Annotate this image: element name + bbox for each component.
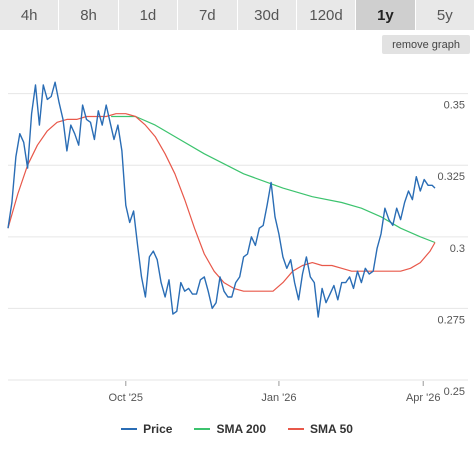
legend-swatch — [121, 428, 138, 430]
tab-5y[interactable]: 5y — [415, 0, 474, 30]
tab-8h[interactable]: 8h — [59, 0, 119, 30]
series-line-sma-200 — [111, 115, 436, 244]
remove-graph-button[interactable]: remove graph — [382, 35, 470, 54]
y-tick-label: 0.25 — [444, 386, 465, 398]
tab-30d[interactable]: 30d — [237, 0, 297, 30]
tab-4h[interactable]: 4h — [0, 0, 60, 30]
y-tick-label: 0.35 — [444, 100, 465, 112]
legend-swatch — [194, 428, 211, 430]
tab-1y[interactable]: 1y — [356, 0, 416, 30]
series-line-sma-50 — [7, 113, 436, 292]
y-tick-label: 0.275 — [437, 314, 465, 326]
x-tick-label: Oct '25 — [109, 392, 144, 404]
y-tick-label: 0.3 — [450, 243, 465, 255]
legend-label: Price — [143, 422, 173, 436]
legend-label: SMA 200 — [216, 422, 267, 436]
legend-label: SMA 50 — [310, 422, 353, 436]
tab-7d[interactable]: 7d — [178, 0, 238, 30]
legend-item-sma-50[interactable]: SMA 50 — [288, 421, 353, 437]
legend-item-price[interactable]: Price — [121, 421, 172, 437]
timeframe-tabs: 4h 8h 1d 7d 30d 120d 1y 5y — [0, 0, 474, 30]
x-tick-label: Apr '26 — [406, 392, 441, 404]
y-tick-label: 0.325 — [437, 171, 465, 183]
series-line-price — [7, 81, 436, 318]
x-tick-label: Jan '26 — [261, 392, 296, 404]
tab-1d[interactable]: 1d — [118, 0, 179, 30]
legend-swatch — [288, 428, 305, 430]
legend-item-sma-200[interactable]: SMA 200 — [194, 421, 266, 437]
tab-120d[interactable]: 120d — [296, 0, 357, 30]
chart-legend: Price SMA 200 SMA 50 — [0, 421, 474, 437]
